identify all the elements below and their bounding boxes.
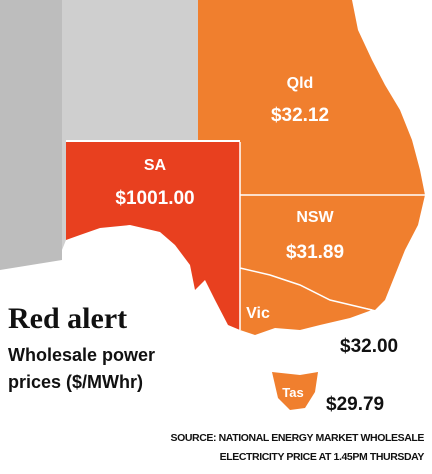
wa-region — [0, 0, 62, 270]
tas-region — [272, 372, 318, 410]
state-borders — [239, 142, 425, 330]
region-name: NSW — [296, 209, 334, 226]
wa-edge — [62, 140, 66, 250]
source: SOURCE: NATIONAL ENERGY MARKET WHOLESALE — [170, 432, 424, 444]
qld-region — [198, 0, 425, 195]
region-name: Tas — [282, 385, 303, 400]
nsw-region — [240, 195, 425, 310]
region-price: $1001.00 — [115, 188, 194, 209]
title: Red alert — [8, 302, 127, 335]
nt-region — [62, 0, 198, 140]
vic-region — [240, 268, 372, 335]
subtitle: prices ($/MWhr) — [8, 372, 143, 392]
region-name: Qld — [287, 75, 314, 92]
source: ELECTRICITY PRICE AT 1.45PM THURSDAY — [220, 451, 425, 463]
region-name: SA — [144, 157, 167, 174]
region-price: $29.79 — [326, 394, 384, 415]
region-name: Vic — [246, 305, 270, 322]
region-price: $32.00 — [340, 336, 398, 357]
subtitle: Wholesale power — [8, 345, 155, 365]
sa-region — [66, 142, 240, 330]
region-price: $32.12 — [271, 105, 329, 126]
region-price: $31.89 — [286, 242, 344, 263]
